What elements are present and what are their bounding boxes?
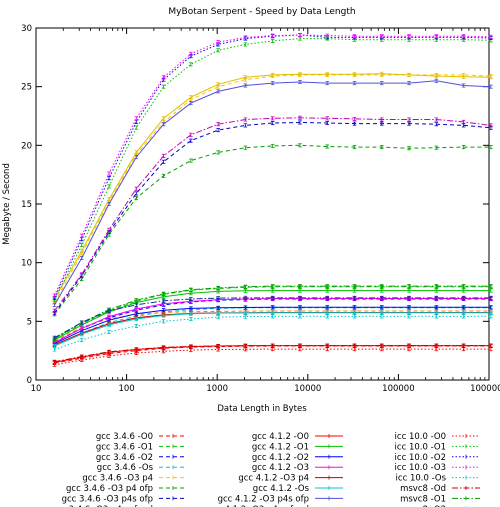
series-line (54, 144, 491, 315)
series-20 (52, 314, 493, 352)
x-tick-label: 100 (118, 384, 134, 394)
legend-label: icc 10.0 -O3 (395, 463, 446, 473)
legend-label: gcc 4.1.2 -O3 (252, 463, 309, 473)
series-21 (52, 343, 493, 364)
series-22 (52, 284, 493, 341)
series-line (54, 73, 491, 300)
series-6 (52, 120, 493, 316)
x-axis-label: Data Length in Bytes (217, 404, 307, 414)
legend-label: gcc 4.1.2 -Os (253, 484, 310, 494)
legend-label: gcc 4.1.2 -O2 (252, 453, 309, 463)
series-16 (52, 347, 493, 367)
legend-label: gcc 3.4.6 -Os (97, 463, 154, 473)
legend-label: gcc 3.4.6 -O3 p4s ofp (62, 494, 153, 504)
y-tick-label: 30 (21, 24, 32, 34)
legend-label: icc 10.0 -O1 (395, 442, 446, 452)
y-tick-label: 25 (21, 83, 32, 93)
series-line (54, 74, 491, 303)
legend-label: gcc 4.1.2 -O0 (252, 432, 309, 442)
series-line (54, 348, 491, 366)
y-axis-label: Megabyte / Second (2, 163, 12, 245)
legend-label: gcc 3.4.6 -O3 p4s ofp ul (51, 505, 153, 507)
y-tick-label: 15 (21, 200, 32, 210)
series-lines (52, 33, 493, 367)
legend-label: icc 10.0 -Os (396, 474, 447, 484)
y-tick-label: 5 (27, 317, 32, 327)
series-line (54, 285, 491, 340)
plot-frame (35, 27, 490, 381)
y-tick-label: 20 (21, 141, 32, 151)
legend-label: gcc 4.1.2 -O1 (252, 442, 309, 452)
series-line (54, 307, 491, 346)
legend-label: msvc8 -O2 (400, 505, 446, 507)
x-tick-label: 100000 (382, 384, 414, 394)
series-24 (52, 115, 493, 313)
series-11 (52, 296, 493, 345)
x-tick-label: 1000 (206, 384, 228, 394)
legend-label: msvc8 -Od (400, 484, 446, 494)
legend-label: gcc 3.4.6 -O3 p4 ofp (66, 484, 153, 494)
series-13 (52, 310, 493, 348)
series-23 (52, 295, 493, 340)
plot-area (35, 27, 490, 381)
series-4 (52, 72, 493, 305)
x-tick-label: 10 (31, 384, 42, 394)
series-line (54, 315, 491, 350)
y-tick-label: 0 (27, 376, 32, 386)
series-line (54, 297, 491, 339)
x-tick-label: 10000 (294, 384, 321, 394)
y-tick-label: 10 (21, 259, 32, 269)
legend-label: gcc 3.4.6 -O0 (96, 432, 153, 442)
series-19 (52, 33, 493, 298)
legend-label: gcc 4.1.2 -O3 p4 (238, 474, 309, 484)
series-line (54, 80, 491, 306)
legend-label: icc 10.0 -O0 (395, 432, 446, 442)
legend-label: icc 10.0 -O2 (395, 453, 446, 463)
chart-title: MyBotan Serpent - Speed by Data Length (168, 7, 355, 17)
legend-label: gcc 4.1.2 -O3 p4s ofp (218, 494, 309, 504)
y-axis: 0 5 10 15 20 25 30 (21, 24, 489, 386)
legend-label: gcc 3.4.6 -O3 p4 (82, 474, 153, 484)
legend-label: msvc8 -O1 (400, 494, 446, 504)
series-2 (52, 297, 493, 345)
legend-label: gcc 3.4.6 -O1 (96, 442, 153, 452)
legend-label: gcc 4.1.2 -O3 p4s ofp ul (207, 505, 309, 507)
series-14 (52, 78, 493, 307)
series-line (54, 121, 491, 314)
legend-label: gcc 3.4.6 -O2 (96, 453, 153, 463)
series-5 (52, 143, 493, 317)
series-line (54, 298, 491, 343)
